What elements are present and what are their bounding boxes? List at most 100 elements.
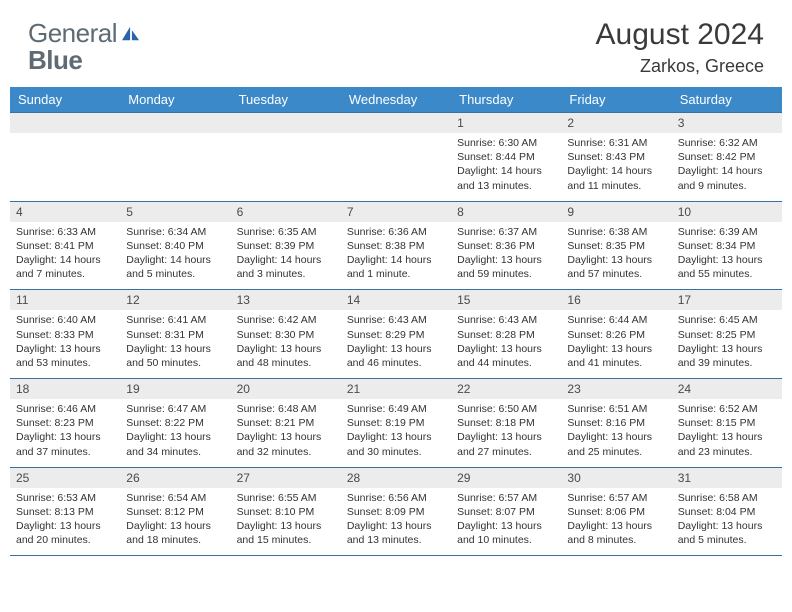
sunrise-value: Sunrise: 6:34 AM [126, 225, 224, 239]
day-number: 29 [451, 467, 561, 488]
day-number: 20 [231, 379, 341, 400]
day-cell: Sunrise: 6:54 AMSunset: 8:12 PMDaylight:… [120, 488, 230, 556]
day-cell [120, 133, 230, 201]
sunrise-value: Sunrise: 6:47 AM [126, 402, 224, 416]
daylight-value: and 9 minutes. [678, 179, 776, 193]
day-number: 6 [231, 201, 341, 222]
daylight-value: Daylight: 13 hours [457, 430, 555, 444]
daylight-value: and 13 minutes. [457, 179, 555, 193]
day-cell: Sunrise: 6:32 AMSunset: 8:42 PMDaylight:… [672, 133, 782, 201]
day-cell: Sunrise: 6:52 AMSunset: 8:15 PMDaylight:… [672, 399, 782, 467]
day-cell: Sunrise: 6:38 AMSunset: 8:35 PMDaylight:… [561, 222, 671, 290]
day-cell: Sunrise: 6:46 AMSunset: 8:23 PMDaylight:… [10, 399, 120, 467]
sunrise-value: Sunrise: 6:43 AM [457, 313, 555, 327]
daylight-value: and 59 minutes. [457, 267, 555, 281]
sunset-value: Sunset: 8:30 PM [237, 328, 335, 342]
sunrise-value: Sunrise: 6:38 AM [567, 225, 665, 239]
daylight-value: and 18 minutes. [126, 533, 224, 547]
day-number: 23 [561, 379, 671, 400]
sunset-value: Sunset: 8:10 PM [237, 505, 335, 519]
daylight-value: and 57 minutes. [567, 267, 665, 281]
daylight-value: Daylight: 13 hours [126, 342, 224, 356]
daylight-value: Daylight: 13 hours [126, 430, 224, 444]
sunrise-value: Sunrise: 6:43 AM [347, 313, 445, 327]
day-cell: Sunrise: 6:39 AMSunset: 8:34 PMDaylight:… [672, 222, 782, 290]
day-content-row: Sunrise: 6:30 AMSunset: 8:44 PMDaylight:… [10, 133, 782, 201]
day-cell: Sunrise: 6:53 AMSunset: 8:13 PMDaylight:… [10, 488, 120, 556]
daylight-value: Daylight: 13 hours [347, 342, 445, 356]
daylight-value: Daylight: 13 hours [567, 519, 665, 533]
daylight-value: Daylight: 13 hours [457, 342, 555, 356]
sunset-value: Sunset: 8:18 PM [457, 416, 555, 430]
sunset-value: Sunset: 8:15 PM [678, 416, 776, 430]
day-number [341, 113, 451, 134]
sunset-value: Sunset: 8:23 PM [16, 416, 114, 430]
day-cell: Sunrise: 6:56 AMSunset: 8:09 PMDaylight:… [341, 488, 451, 556]
day-cell: Sunrise: 6:45 AMSunset: 8:25 PMDaylight:… [672, 310, 782, 378]
day-number: 4 [10, 201, 120, 222]
daylight-value: and 37 minutes. [16, 445, 114, 459]
daylight-value: and 23 minutes. [678, 445, 776, 459]
day-cell [341, 133, 451, 201]
daylight-value: Daylight: 14 hours [16, 253, 114, 267]
sunset-value: Sunset: 8:22 PM [126, 416, 224, 430]
day-cell: Sunrise: 6:31 AMSunset: 8:43 PMDaylight:… [561, 133, 671, 201]
sunset-value: Sunset: 8:09 PM [347, 505, 445, 519]
brand-part2: Blue [28, 45, 142, 76]
day-cell: Sunrise: 6:49 AMSunset: 8:19 PMDaylight:… [341, 399, 451, 467]
sunset-value: Sunset: 8:43 PM [567, 150, 665, 164]
day-number: 19 [120, 379, 230, 400]
day-number [231, 113, 341, 134]
sunset-value: Sunset: 8:25 PM [678, 328, 776, 342]
day-number: 8 [451, 201, 561, 222]
daylight-value: Daylight: 14 hours [678, 164, 776, 178]
day-cell: Sunrise: 6:44 AMSunset: 8:26 PMDaylight:… [561, 310, 671, 378]
day-header: Monday [120, 87, 230, 113]
daylight-value: Daylight: 13 hours [126, 519, 224, 533]
day-number: 24 [672, 379, 782, 400]
sunrise-value: Sunrise: 6:54 AM [126, 491, 224, 505]
daylight-value: and 7 minutes. [16, 267, 114, 281]
day-number: 17 [672, 290, 782, 311]
day-number: 1 [451, 113, 561, 134]
daylight-value: and 41 minutes. [567, 356, 665, 370]
day-number-row: 18192021222324 [10, 379, 782, 400]
daylight-value: and 10 minutes. [457, 533, 555, 547]
day-header: Friday [561, 87, 671, 113]
sunrise-value: Sunrise: 6:53 AM [16, 491, 114, 505]
sunset-value: Sunset: 8:34 PM [678, 239, 776, 253]
day-cell: Sunrise: 6:30 AMSunset: 8:44 PMDaylight:… [451, 133, 561, 201]
daylight-value: Daylight: 13 hours [457, 253, 555, 267]
daylight-value: and 15 minutes. [237, 533, 335, 547]
day-header: Sunday [10, 87, 120, 113]
daylight-value: and 1 minute. [347, 267, 445, 281]
daylight-value: Daylight: 14 hours [567, 164, 665, 178]
sunset-value: Sunset: 8:28 PM [457, 328, 555, 342]
sunrise-value: Sunrise: 6:46 AM [16, 402, 114, 416]
day-cell: Sunrise: 6:48 AMSunset: 8:21 PMDaylight:… [231, 399, 341, 467]
sunrise-value: Sunrise: 6:35 AM [237, 225, 335, 239]
daylight-value: Daylight: 14 hours [237, 253, 335, 267]
day-number-row: 25262728293031 [10, 467, 782, 488]
daylight-value: and 25 minutes. [567, 445, 665, 459]
day-header: Tuesday [231, 87, 341, 113]
daylight-value: Daylight: 14 hours [347, 253, 445, 267]
sunrise-value: Sunrise: 6:49 AM [347, 402, 445, 416]
day-header-row: Sunday Monday Tuesday Wednesday Thursday… [10, 87, 782, 113]
sunrise-value: Sunrise: 6:52 AM [678, 402, 776, 416]
sunset-value: Sunset: 8:16 PM [567, 416, 665, 430]
day-cell: Sunrise: 6:36 AMSunset: 8:38 PMDaylight:… [341, 222, 451, 290]
day-number: 21 [341, 379, 451, 400]
daylight-value: Daylight: 13 hours [678, 430, 776, 444]
daylight-value: Daylight: 13 hours [347, 519, 445, 533]
sunset-value: Sunset: 8:04 PM [678, 505, 776, 519]
daylight-value: and 32 minutes. [237, 445, 335, 459]
sunrise-value: Sunrise: 6:57 AM [457, 491, 555, 505]
day-number: 11 [10, 290, 120, 311]
day-header: Thursday [451, 87, 561, 113]
daylight-value: Daylight: 13 hours [678, 519, 776, 533]
brand-logo: GeneralBlue [28, 18, 142, 76]
sunrise-value: Sunrise: 6:33 AM [16, 225, 114, 239]
sunset-value: Sunset: 8:41 PM [16, 239, 114, 253]
day-cell: Sunrise: 6:37 AMSunset: 8:36 PMDaylight:… [451, 222, 561, 290]
